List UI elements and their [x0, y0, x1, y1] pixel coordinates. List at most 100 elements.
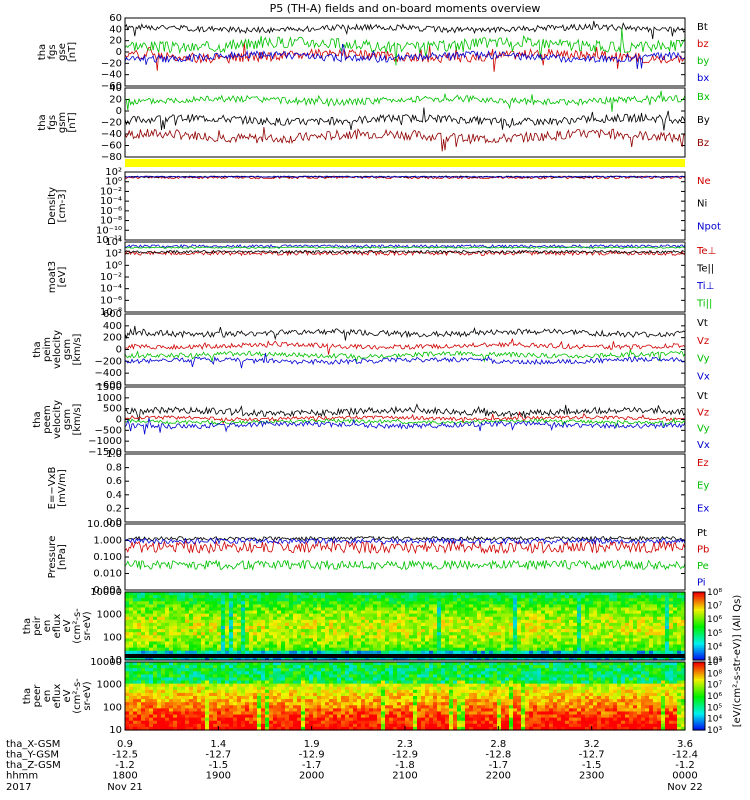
spectrogram-cell [277, 604, 282, 609]
spectrogram-cell [357, 702, 362, 706]
spectrogram-cell [445, 635, 450, 639]
spectrogram-cell [229, 638, 234, 643]
spectrogram-cell [361, 720, 366, 725]
spectrogram-cell [577, 647, 582, 652]
spectrogram-cell [177, 723, 182, 728]
spectrogram-cell [305, 696, 310, 700]
spectrogram-cell [417, 635, 422, 639]
series-Npot-line [124, 175, 686, 178]
spectrogram-cell [197, 668, 202, 672]
spectrogram-cell [253, 680, 258, 685]
spectrogram-cell [213, 692, 218, 697]
spectrogram-cell [189, 699, 194, 703]
spectrogram-cell [669, 626, 674, 630]
spectrogram-cell [333, 714, 338, 719]
spectrogram-cell [413, 702, 418, 706]
spectrogram-cell [269, 671, 274, 675]
spectrogram-cell [289, 647, 294, 652]
spectrogram-cell [421, 641, 426, 646]
spectrogram-cell [593, 592, 598, 596]
spectrogram-cell [165, 632, 170, 636]
series-Bx-line [124, 90, 686, 112]
spectrogram-cell [541, 638, 546, 643]
spectrogram-cell [149, 680, 154, 685]
spectrogram-cell [585, 650, 590, 655]
spectrogram-cell [393, 680, 398, 685]
spectrogram-cell [225, 714, 230, 719]
spectrogram-cell [233, 647, 238, 652]
spectrogram-cell [265, 592, 270, 596]
spectrogram-cell [469, 629, 474, 633]
spectrogram-cell [385, 626, 390, 630]
spectrogram-cell [285, 650, 290, 655]
spectrogram-cell [297, 610, 302, 615]
spectrogram-cell [409, 714, 414, 719]
spectrogram-cell [313, 644, 318, 649]
spectrogram-cell [345, 674, 350, 679]
spectrogram-cell [189, 711, 194, 716]
spectrogram-cell [529, 607, 534, 612]
spectrogram-cell [125, 622, 130, 627]
spectrogram-cell [229, 711, 234, 716]
ytick-label: 0.001 [93, 585, 122, 596]
spectrogram-cell [137, 607, 142, 612]
spectrogram-cell [169, 592, 174, 596]
spectrogram-cell [297, 717, 302, 722]
spectrogram-cell [377, 656, 382, 661]
spectrogram-cell [249, 632, 254, 636]
spectrogram-cell [269, 616, 274, 621]
spectrogram-cell [541, 616, 546, 621]
spectrogram-cell [129, 668, 134, 672]
spectrogram-cell [129, 616, 134, 621]
spectrogram-cell [445, 644, 450, 649]
spectrogram-cell [193, 702, 198, 706]
spectrogram-cell [465, 616, 470, 621]
spectrogram-cell [401, 717, 406, 722]
spectrogram-cell [237, 613, 242, 618]
spectrogram-cell [137, 638, 142, 643]
spectrogram-cell [349, 680, 354, 685]
spectrogram-cell [233, 723, 238, 728]
spectrogram-cell [349, 638, 354, 643]
spectrogram-cell [281, 726, 286, 731]
spectrogram-cell [145, 683, 150, 688]
spectrogram-cell [233, 692, 238, 697]
spectrogram-cell [205, 632, 210, 636]
spectrogram-cell [389, 613, 394, 618]
spectrogram-cell [149, 635, 154, 639]
spectrogram-cell [189, 671, 194, 675]
spectrogram-cell [297, 644, 302, 649]
spectrogram-cell [245, 686, 250, 691]
spectrogram-cell [253, 689, 258, 694]
spectrogram-cell [437, 647, 442, 652]
spectrogram-cell [317, 632, 322, 636]
spectrogram-cell [337, 683, 342, 688]
spectrogram-cell [297, 708, 302, 713]
spectrogram-cell [605, 613, 610, 618]
spectrogram-cell [289, 662, 294, 666]
ylabel-line: sr-eV) [82, 681, 93, 710]
spectrogram-cell [217, 705, 222, 709]
spectrogram-cell [229, 726, 234, 731]
spectrogram-cell [421, 610, 426, 615]
spectrogram-cell [309, 723, 314, 728]
spectrogram-cell [681, 616, 686, 621]
spectrogram-cell [201, 696, 206, 700]
spectrogram-cell [157, 699, 162, 703]
spectrogram-cell [397, 686, 402, 691]
spectrogram-cell [617, 635, 622, 639]
spectrogram-cell [197, 604, 202, 609]
spectrogram-cell [249, 696, 254, 700]
spectrogram-cell [221, 671, 226, 675]
ytick-label: −80 [101, 152, 122, 163]
spectrogram-cell [401, 683, 406, 688]
spectrogram-cell [465, 604, 470, 609]
spectrogram-cell [521, 601, 526, 605]
spectrogram-cell [137, 720, 142, 725]
spectrogram-cell [361, 635, 366, 639]
spectrogram-cell [357, 644, 362, 649]
spectrogram-cell [265, 613, 270, 618]
spectrogram-cell [645, 619, 650, 624]
spectrogram-cell [429, 626, 434, 630]
spectrogram-cell [501, 635, 506, 639]
